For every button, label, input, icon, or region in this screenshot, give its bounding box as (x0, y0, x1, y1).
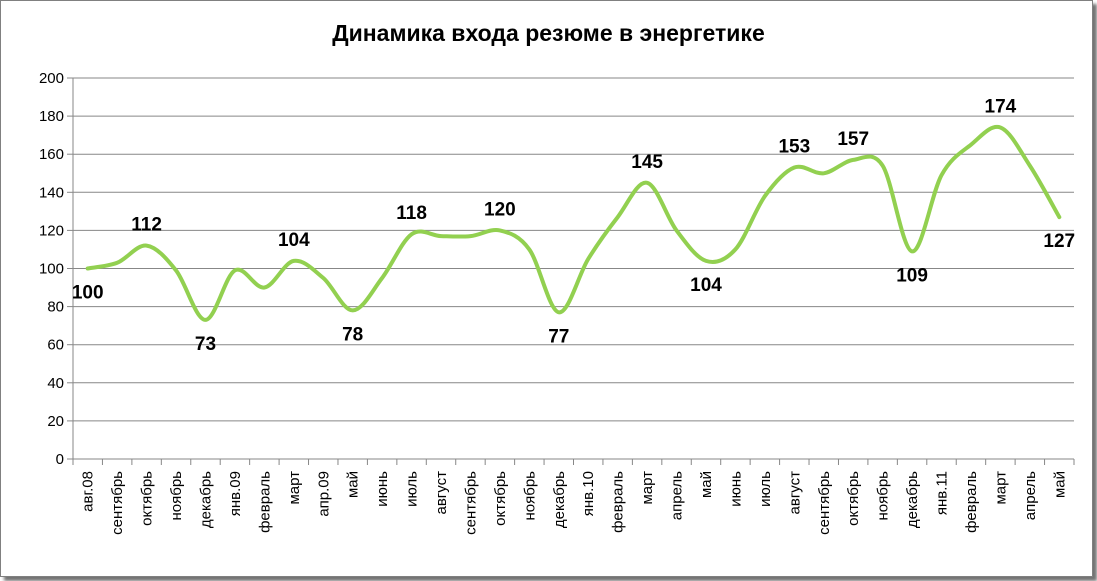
x-tick-label: июнь (727, 471, 744, 507)
data-label: 112 (131, 215, 162, 236)
x-tick-label: янв.11 (934, 471, 951, 515)
y-tick-label: 0 (56, 451, 64, 468)
x-tick-label: февраль (610, 471, 627, 533)
x-tick-label: июль (404, 471, 421, 507)
x-tick-label: май (345, 471, 362, 498)
x-tick-label: март (992, 471, 1009, 505)
data-label: 100 (72, 283, 104, 304)
y-tick-label: 160 (39, 146, 64, 163)
x-tick-label: октябрь (845, 471, 862, 526)
x-tick-label: апрель (669, 471, 686, 520)
x-tick-label: ноябрь (521, 471, 538, 521)
data-labels: 100 112 73 104 78 118 120 77 145 104 153 157 109 174 1… (72, 97, 1075, 355)
y-tick-label: 60 (47, 337, 64, 354)
x-tick-label: октябрь (492, 471, 509, 526)
x-tick-label: ноябрь (168, 471, 185, 521)
x-axis-tick-labels: авг.08 сентябрь октябрь ноябрь декабрь янв.09… (80, 471, 1069, 535)
x-tick-label: янв.09 (227, 471, 244, 516)
x-tick-label: февраль (963, 471, 980, 533)
data-label: 78 (342, 324, 363, 345)
y-tick-label: 100 (39, 261, 64, 278)
x-tick-label: сентябрь (816, 471, 833, 535)
x-tick-label: октябрь (139, 471, 156, 526)
x-tick-label: декабрь (551, 471, 568, 528)
data-label: 109 (896, 265, 928, 286)
data-label: 127 (1043, 231, 1075, 252)
data-label: 77 (548, 326, 569, 347)
x-tick-label: авг.08 (80, 471, 97, 512)
x-tick-label: янв.10 (580, 471, 597, 516)
x-tick-label: декабрь (904, 471, 921, 528)
y-tick-label: 200 (39, 70, 64, 87)
x-tick-label: ноябрь (875, 471, 892, 521)
x-tick-label: сентябрь (462, 471, 479, 535)
y-tick-label: 40 (47, 375, 64, 392)
x-tick-label: август (433, 471, 450, 515)
series-line (85, 124, 1062, 322)
y-axis-tick-labels: 0 20 40 60 80 100 120 140 160 180 200 (39, 70, 64, 468)
data-label: 157 (837, 129, 869, 150)
data-label: 120 (484, 199, 516, 220)
y-tick-label: 120 (39, 222, 64, 239)
data-label: 104 (690, 275, 722, 296)
data-label: 104 (278, 230, 310, 251)
y-tick-label: 80 (47, 299, 64, 316)
x-tick-label: март (286, 471, 303, 505)
chart-title: Динамика входа резюме в энергетике (332, 20, 765, 46)
data-label: 118 (396, 203, 427, 224)
x-tick-label: август (786, 471, 803, 515)
x-tick-label: апрель (1022, 471, 1039, 520)
x-tick-label: март (639, 471, 656, 505)
y-tick-label: 180 (39, 108, 64, 125)
data-label: 153 (778, 137, 810, 158)
x-tick-label: июнь (374, 471, 391, 507)
x-tick-label: декабрь (197, 471, 214, 528)
x-tick-label: февраль (256, 471, 273, 533)
data-label: 73 (195, 334, 216, 355)
x-tick-label: сентябрь (109, 471, 126, 535)
data-label: 174 (985, 97, 1017, 118)
data-label: 145 (631, 152, 663, 173)
x-tick-label: май (698, 471, 715, 498)
axes (72, 78, 1075, 465)
x-tick-label: июль (757, 471, 774, 507)
y-tick-label: 140 (39, 184, 64, 201)
x-tick-label: апр.09 (315, 471, 332, 517)
y-tick-label: 20 (47, 413, 64, 430)
x-tick-label: май (1051, 471, 1068, 498)
